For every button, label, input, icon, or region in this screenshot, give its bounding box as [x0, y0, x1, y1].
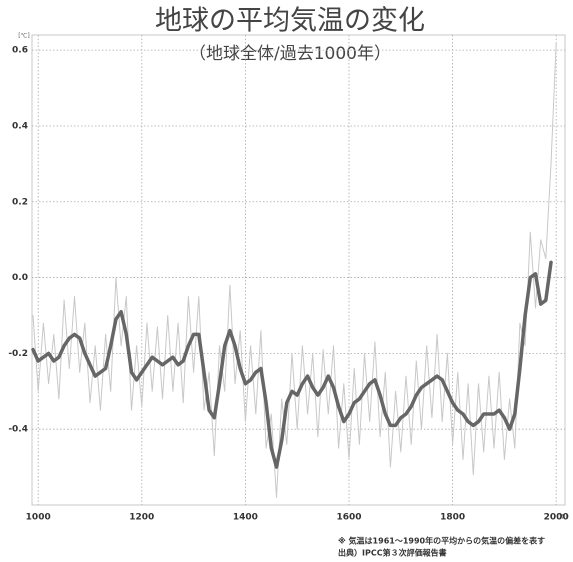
chart-subtitle: （地球全体/過去1000年） [189, 44, 391, 64]
y-tick-label: 0.6 [12, 46, 28, 56]
x-tick-label: 1600 [336, 513, 361, 523]
x-unit: [年] [557, 513, 568, 521]
x-tick-label: 1200 [129, 513, 154, 523]
x-tick-label: 2000 [544, 513, 569, 523]
note: ※ 気温は1961～1990年の平均からの気温の偏差を表す [338, 536, 545, 546]
chart-title: 地球の平均気温の変化 [155, 6, 425, 37]
y-tick-label: 0.0 [12, 273, 28, 283]
plot-frame [31, 34, 566, 506]
x-tick-label: 1000 [26, 513, 51, 523]
x-tick-label: 1800 [440, 513, 465, 523]
x-tick-label: 1400 [233, 513, 258, 523]
y-tick-label: 0.2 [12, 197, 28, 207]
note: 出典）IPCC第３次評価報告書 [338, 548, 447, 558]
y-tick-label: -0.4 [8, 425, 28, 435]
y-tick-label: 0.4 [12, 121, 28, 131]
data-line [31, 260, 553, 469]
y-tick-label: -0.2 [8, 349, 28, 359]
y-unit: [℃] [18, 33, 29, 40]
